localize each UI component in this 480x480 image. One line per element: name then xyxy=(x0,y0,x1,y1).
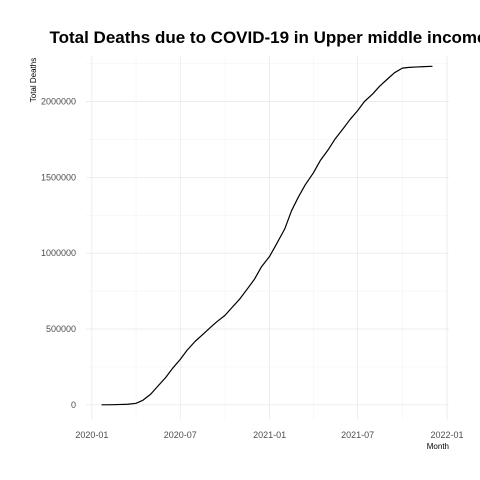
y-tick-label: 2000000 xyxy=(41,97,76,107)
y-tick-label: 1500000 xyxy=(41,172,76,182)
grid xyxy=(86,56,449,420)
x-tick-label: 2020-01 xyxy=(75,430,108,440)
y-axis-ticks: 0 500000 1000000 1500000 2000000 xyxy=(41,97,76,410)
chart-title: Total Deaths due to COVID-19 in Upper mi… xyxy=(49,28,480,47)
y-tick-label: 500000 xyxy=(46,324,76,334)
x-axis-ticks: 2020-01 2020-07 2021-01 2021-07 2022-01 xyxy=(75,430,463,440)
x-tick-label: 2020-07 xyxy=(164,430,197,440)
x-tick-label: 2022-01 xyxy=(431,430,464,440)
x-tick-label: 2021-07 xyxy=(341,430,374,440)
y-tick-label: 1000000 xyxy=(41,248,76,258)
x-tick-label: 2021-01 xyxy=(253,430,286,440)
y-tick-label: 0 xyxy=(71,400,76,410)
x-axis-title: Month xyxy=(427,442,449,451)
series-line xyxy=(101,65,433,406)
y-axis-title: Total Deaths xyxy=(29,58,38,102)
